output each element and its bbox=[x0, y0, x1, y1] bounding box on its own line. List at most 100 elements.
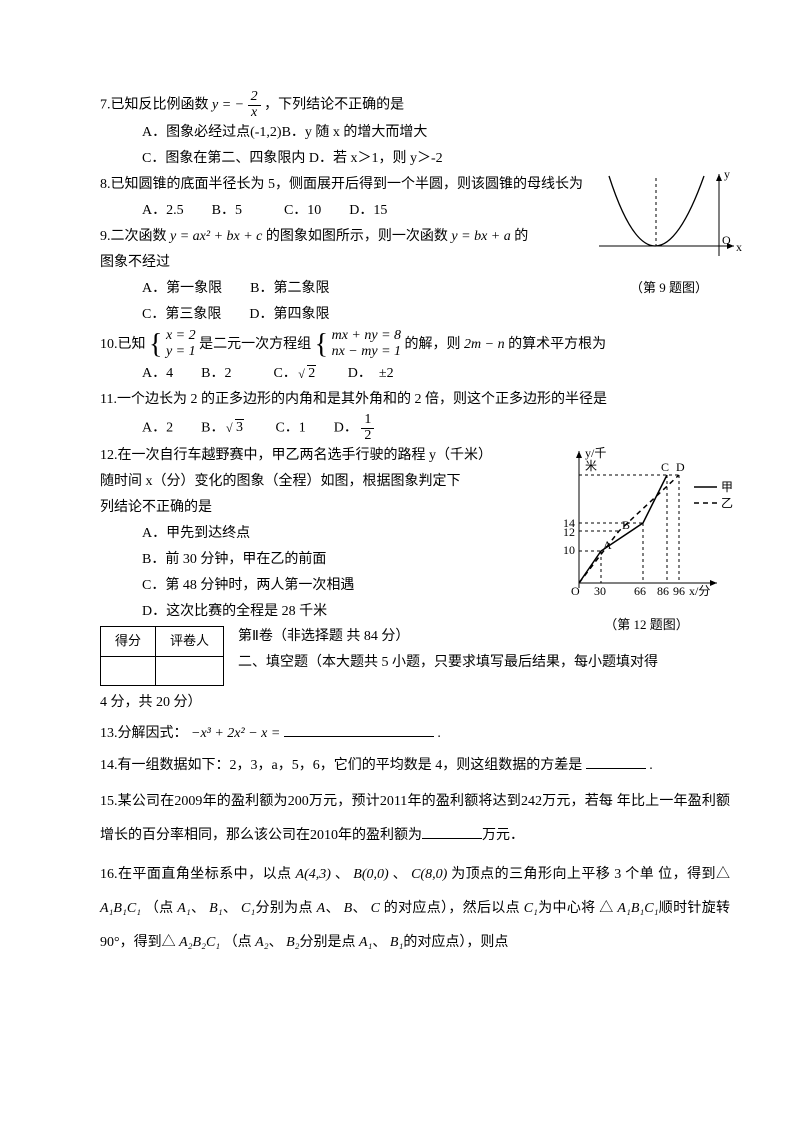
q16-pA: A bbox=[313, 901, 325, 916]
q10-sys1b: y = 1 bbox=[166, 344, 196, 361]
q10-opts: A．4 B．2 C． √√22 D． ±2 bbox=[100, 361, 730, 387]
q13-a: 13.分解因式： bbox=[100, 726, 188, 741]
q16-p12: 分别是点 bbox=[300, 935, 356, 950]
q14: 14.有一组数据如下：2，3，a，5，6，它们的平均数是 4，则这组数据的方差是… bbox=[100, 753, 730, 779]
q10-sys2b: nx − my = 1 bbox=[332, 344, 401, 361]
q10-stem-a: 10.已知 bbox=[100, 337, 149, 352]
q16-pC: C bbox=[367, 901, 384, 916]
svg-text:30: 30 bbox=[594, 584, 606, 598]
q16-A: A(4,3) bbox=[292, 867, 335, 882]
q16-A1B1C1: A₁B₁C₁ bbox=[100, 901, 145, 916]
q7-frac-n: 2 bbox=[248, 90, 261, 106]
q10-opts-a: A．4 B．2 C． bbox=[142, 366, 297, 381]
q16-pC1b: C₁ bbox=[520, 901, 538, 916]
q16-p11: （点 bbox=[224, 935, 252, 950]
q16-p1: 16.在平面直角坐标系中，以点 bbox=[100, 867, 292, 882]
svg-text:66: 66 bbox=[634, 584, 646, 598]
q16-p8: △ bbox=[599, 901, 613, 916]
q10-opts-b: D． ±2 bbox=[320, 366, 394, 381]
q10-stem-b: 是二元一次方程组 bbox=[199, 337, 315, 352]
q12-figure: y/千 米 C D B A 14 12 10 O 30 66 86 96 x/分… bbox=[549, 443, 744, 637]
svg-text:A: A bbox=[603, 538, 612, 552]
q7-stem-b: ，下列结论不正确的是 bbox=[264, 97, 404, 112]
q9-eq2: y = bx + a bbox=[451, 229, 514, 244]
q15-p7: 年的盈利额为 bbox=[338, 828, 422, 843]
svg-text:甲: 甲 bbox=[721, 480, 733, 494]
q10-sys2a: mx + ny = 8 bbox=[332, 328, 401, 345]
q11-half-d: 2 bbox=[361, 429, 374, 444]
q9-y: y bbox=[724, 167, 730, 181]
q14-stem: 14.有一组数据如下：2，3，a，5，6，它们的平均数是 4，则这组数据的方差是 bbox=[100, 758, 582, 773]
svg-text:乙: 乙 bbox=[721, 496, 733, 510]
q7-stem-a: 7.已知反比例函数 bbox=[100, 97, 212, 112]
q10-stem-d: 的算术平方根为 bbox=[508, 337, 606, 352]
score-h1: 得分 bbox=[101, 627, 156, 656]
q7-eq: y = − 2x bbox=[212, 90, 261, 120]
svg-text:12: 12 bbox=[563, 525, 575, 539]
q13-expr: −x³ + 2x² − x = bbox=[191, 726, 284, 741]
q9-opts-2: C．第三象限 D．第四象限 bbox=[100, 302, 730, 328]
q15-p3: 万元，预计 bbox=[309, 794, 380, 809]
q9-caption: （第 9 题图） bbox=[594, 276, 744, 300]
q9-figure: O x y （第 9 题图） bbox=[594, 166, 744, 300]
svg-text:O: O bbox=[571, 584, 580, 598]
q16-p5: 分别为点 bbox=[255, 901, 313, 916]
q9-stem-b: 的图象如图所示，则一次函数 bbox=[266, 229, 448, 244]
q12-caption: （第 12 题图） bbox=[549, 613, 744, 637]
q15-p4: 年的盈利额将达到 bbox=[407, 794, 521, 809]
svg-text:y/千: y/千 bbox=[585, 446, 606, 460]
q15-200: 200 bbox=[288, 794, 309, 809]
svg-text:10: 10 bbox=[563, 543, 575, 557]
q11-half-n: 1 bbox=[361, 413, 374, 429]
q15-p2: 年的盈利额为 bbox=[202, 794, 287, 809]
q16-C: C(8,0) bbox=[407, 867, 451, 882]
q11-opts: A．2 B． √3 C．1 D． 12 bbox=[100, 413, 730, 443]
q14-blank[interactable] bbox=[586, 754, 646, 769]
q9-x: x bbox=[736, 240, 742, 254]
q9-stem-a: 9.二次函数 bbox=[100, 229, 167, 244]
q16-pA1: A₁ bbox=[173, 901, 190, 916]
q15: 15.某公司在2009年的盈利额为200万元，预计2011年的盈利额将达到242… bbox=[100, 785, 730, 852]
q15-2011: 2011 bbox=[380, 794, 407, 809]
q15-p1: 15.某公司在 bbox=[100, 794, 174, 809]
score-h2: 评卷人 bbox=[156, 627, 224, 656]
q9-eq1: y = ax² + bx + c bbox=[170, 229, 266, 244]
q13: 13.分解因式： −x³ + 2x² − x = . bbox=[100, 721, 730, 747]
q15-p8: 万元． bbox=[482, 828, 524, 843]
q16-pA2: A₂ bbox=[252, 935, 269, 950]
q13-blank[interactable] bbox=[284, 722, 434, 737]
q16-p4: （点 bbox=[145, 901, 174, 916]
q15-242: 242 bbox=[521, 794, 542, 809]
q10-sys1a: x = 2 bbox=[166, 328, 196, 345]
q16-A2B2C1: A₂B₂C₁ bbox=[176, 935, 224, 950]
svg-text:D: D bbox=[676, 460, 685, 474]
q15-blank[interactable] bbox=[422, 824, 482, 839]
q15-p5: 万元，若每 bbox=[542, 794, 613, 809]
section2-sub2: 4 分，共 20 分） bbox=[100, 690, 730, 716]
q14-end: . bbox=[649, 758, 653, 773]
q16-deg: 90° bbox=[100, 935, 120, 950]
q9-parabola-svg: O x y bbox=[594, 166, 744, 266]
brace-icon: { bbox=[149, 328, 162, 362]
q16-A1B1C1b: A₁B₁C₁ bbox=[614, 901, 659, 916]
q11-opts-b: C．1 D． bbox=[247, 420, 357, 435]
q16: 16.在平面直角坐标系中，以点 A(4,3) 、 B(0,0) 、 C(8,0)… bbox=[100, 858, 730, 959]
q16-p3: 位，得到△ bbox=[658, 867, 730, 882]
q16-pB1b: B₁ bbox=[386, 935, 403, 950]
q16-p13: 的对应点），则点 bbox=[403, 935, 508, 950]
svg-text:96: 96 bbox=[673, 584, 685, 598]
q16-pB2: B₂ bbox=[283, 935, 300, 950]
q12-chart-svg: y/千 米 C D B A 14 12 10 O 30 66 86 96 x/分… bbox=[549, 443, 744, 603]
q16-pB1: B₁ bbox=[205, 901, 222, 916]
svg-text:x/分: x/分 bbox=[689, 584, 710, 598]
score-table: 得分评卷人 bbox=[100, 626, 224, 685]
q16-s2: 、 bbox=[393, 867, 407, 882]
q7: 7.已知反比例函数 y = − 2x ，下列结论不正确的是 bbox=[100, 90, 730, 120]
q11: 11.一个边长为 2 的正多边形的内角和是其外角和的 2 倍，则这个正多边形的半… bbox=[100, 387, 730, 413]
q16-p6: 的对应点），然后以点 bbox=[384, 901, 520, 916]
q7-opts-1: A．图象必经过点(-1,2)B．y 随 x 的增大而增大 bbox=[100, 120, 730, 146]
svg-text:C: C bbox=[661, 460, 669, 474]
q10: 10.已知 { x = 2y = 1 是二元一次方程组 { mx + ny = … bbox=[100, 328, 730, 362]
svg-text:B: B bbox=[622, 518, 630, 532]
q16-pB: B bbox=[340, 901, 352, 916]
